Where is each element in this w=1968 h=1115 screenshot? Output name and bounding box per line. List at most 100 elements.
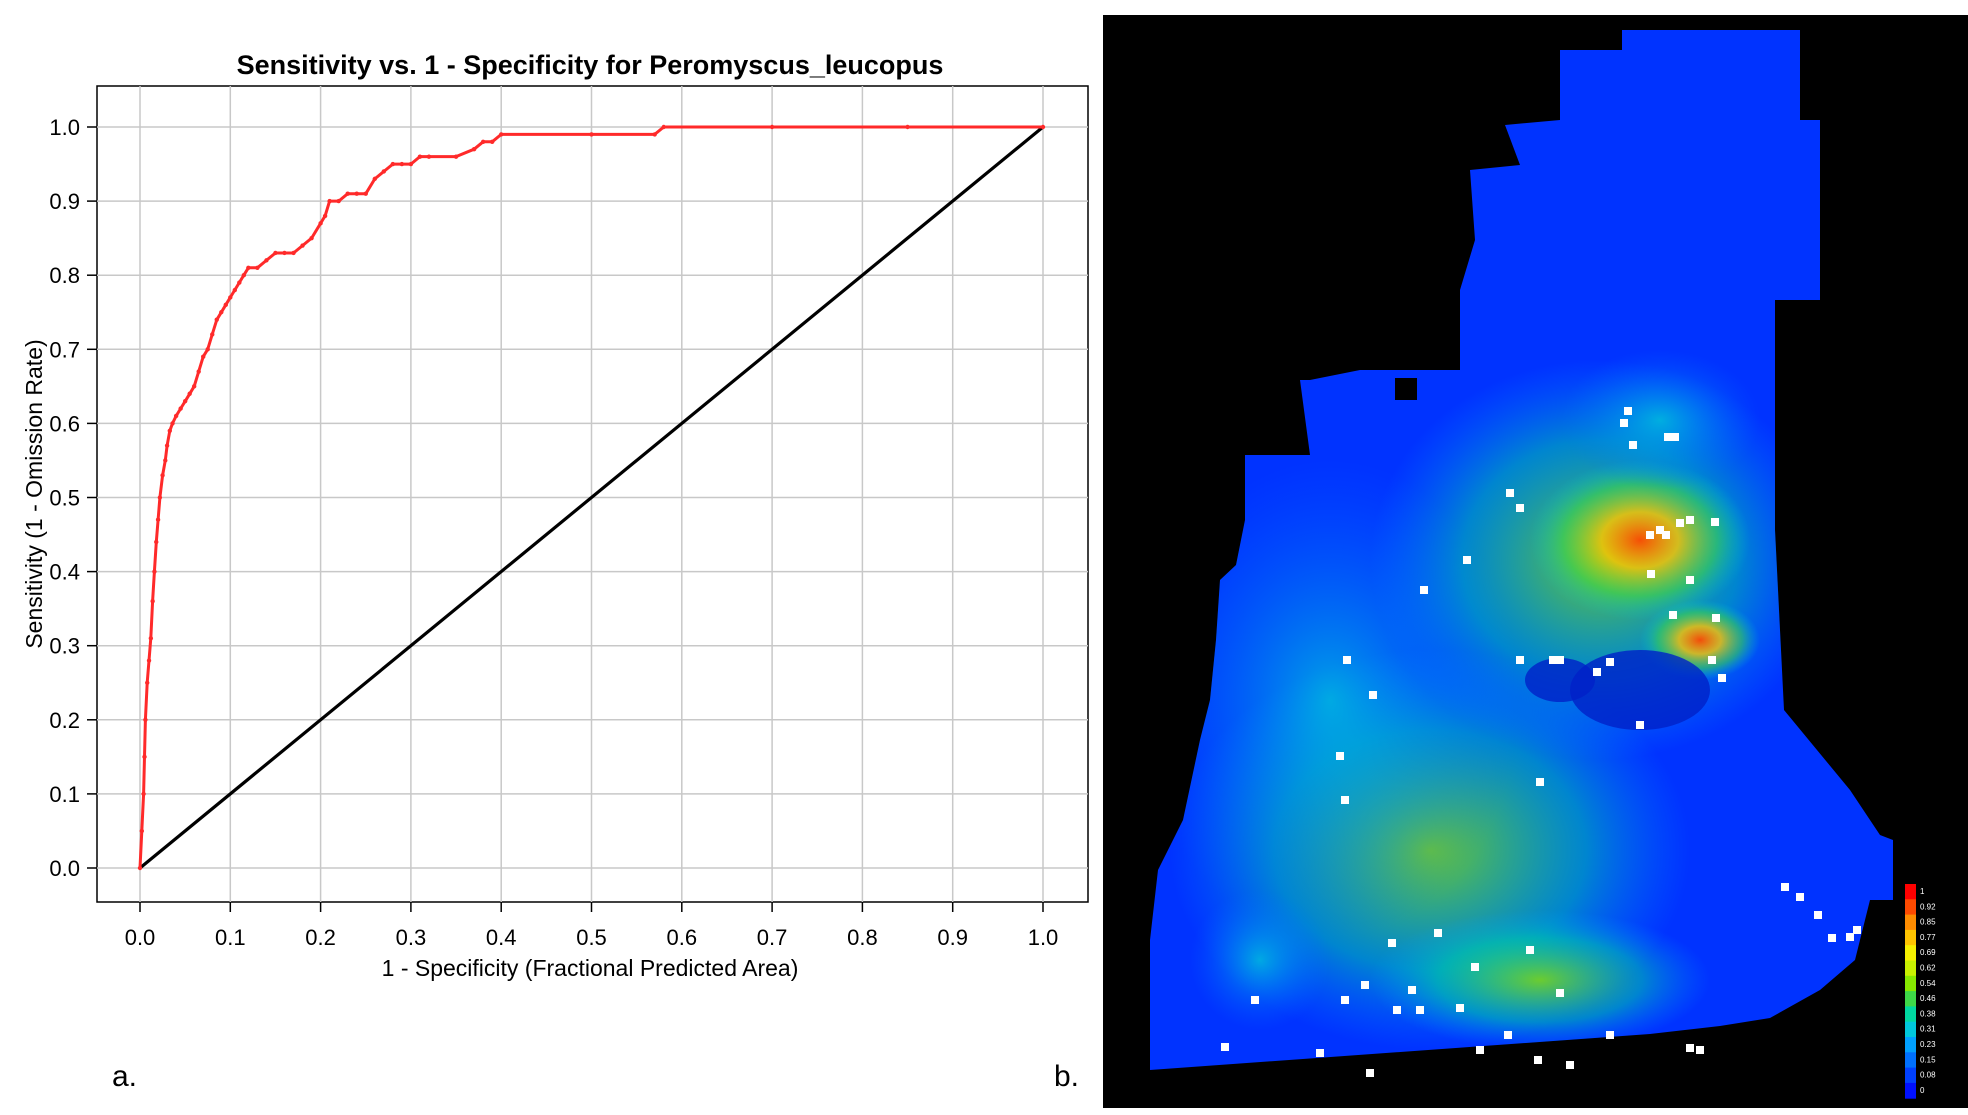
- presence-point: [1506, 489, 1514, 497]
- roc-curve-point: [309, 235, 314, 241]
- roc-curve-point: [291, 250, 296, 256]
- presence-point: [1796, 893, 1804, 901]
- presence-point: [1662, 531, 1670, 539]
- roc-curve-point: [1040, 124, 1046, 130]
- presence-point: [1420, 586, 1428, 594]
- roc-curve-point: [173, 413, 179, 419]
- roc-curve-point: [228, 295, 233, 300]
- presence-point: [1516, 656, 1524, 664]
- y-tick-label: 0.9: [49, 189, 80, 214]
- presence-point: [1686, 516, 1694, 524]
- presence-point: [1536, 778, 1544, 786]
- roc-curve-point: [399, 161, 405, 167]
- presence-point: [1624, 407, 1632, 415]
- presence-point: [1456, 1004, 1464, 1012]
- legend-swatch: [1905, 929, 1916, 946]
- suitability-surface: [1150, 350, 1830, 1050]
- roc-curve-point: [223, 302, 228, 308]
- legend-swatch: [1905, 1067, 1916, 1084]
- roc-curve-point: [661, 124, 666, 130]
- roc-curve-point: [152, 569, 157, 574]
- y-tick-label: 0.2: [49, 708, 80, 733]
- roc-curve-point: [196, 369, 201, 374]
- x-tick-label: 0.8: [847, 925, 878, 950]
- roc-curve-point: [589, 132, 594, 137]
- legend-swatch: [1905, 960, 1916, 977]
- roc-curve-point: [453, 154, 459, 159]
- legend-label: 0.23: [1920, 1040, 1936, 1049]
- legend-label: 0.54: [1920, 979, 1936, 988]
- presence-points: [1221, 407, 1861, 1077]
- legend-label: 0.08: [1920, 1071, 1936, 1080]
- legend-label: 0.46: [1920, 994, 1936, 1003]
- legend-swatch: [1905, 1052, 1916, 1069]
- roc-curve-point: [471, 147, 477, 152]
- y-tick-label: 0.1: [49, 782, 80, 807]
- presence-point: [1676, 519, 1684, 527]
- x-tick-label: 0.6: [667, 925, 698, 950]
- presence-point: [1712, 614, 1720, 622]
- presence-point: [1434, 929, 1442, 937]
- roc-curve-point: [232, 287, 238, 293]
- y-tick-label: 0.0: [49, 856, 80, 881]
- presence-point: [1606, 1031, 1614, 1039]
- legend-label: 0.85: [1920, 918, 1936, 927]
- legend-label: 0.15: [1920, 1055, 1936, 1064]
- legend-label: 0.69: [1920, 948, 1936, 957]
- x-axis-label: 1 - Specificity (Fractional Predicted Ar…: [382, 955, 799, 981]
- legend-label: 0.62: [1920, 964, 1936, 973]
- legend-swatch: [1905, 975, 1916, 992]
- presence-point: [1828, 934, 1836, 942]
- presence-point: [1636, 721, 1644, 729]
- roc-curve-point: [142, 754, 147, 760]
- legend-label: 0.77: [1920, 933, 1936, 942]
- legend-label: 0: [1920, 1086, 1925, 1095]
- prediction-map-panel: 1 0.92 0.85 0.77 0.69 0.62 0.54 0.46 0.38 0.31 0.2…: [1103, 15, 1968, 1108]
- presence-point: [1549, 656, 1557, 664]
- x-tick-label: 0.9: [937, 925, 968, 950]
- roc-curve-point: [282, 250, 287, 256]
- series-group: [137, 124, 1046, 871]
- legend-label: 0.31: [1920, 1025, 1936, 1034]
- roc-curve-point: [318, 221, 323, 226]
- legend-swatch: [1905, 1006, 1916, 1023]
- roc-curve-point: [155, 517, 161, 522]
- roc-curve-point: [264, 258, 269, 263]
- roc-curve-point: [246, 265, 251, 270]
- roc-curve-point: [137, 865, 143, 871]
- presence-point: [1361, 981, 1369, 989]
- presence-point: [1504, 1031, 1512, 1039]
- roc-curve-point: [408, 161, 414, 167]
- x-tick-labels: 0.0 0.1 0.2 0.3 0.4 0.5 0.6 0.7 0.8 0.9 1.0: [125, 925, 1059, 950]
- presence-point: [1316, 1049, 1324, 1057]
- presence-point: [1593, 668, 1601, 676]
- roc-curve-point: [146, 658, 152, 663]
- random-prediction-line: [138, 125, 1045, 870]
- presence-point: [1463, 556, 1471, 564]
- roc-curve-point: [150, 599, 155, 604]
- roc-curve-point: [652, 132, 657, 137]
- roc-curve-point: [163, 458, 168, 463]
- roc-curve-point: [182, 398, 188, 404]
- presence-point: [1556, 656, 1564, 664]
- presence-point: [1696, 1046, 1704, 1054]
- roc-curve-point: [210, 332, 215, 337]
- legend-swatch: [1905, 914, 1916, 931]
- roc-chart: Sensitivity vs. 1 - Specificity for Pero…: [21, 50, 1089, 981]
- x-tick-label: 0.5: [576, 925, 607, 950]
- presence-point: [1620, 419, 1628, 427]
- roc-curve-point: [499, 132, 504, 137]
- roc-curve-point: [160, 473, 165, 478]
- roc-curve-point: [219, 310, 224, 315]
- presence-point: [1369, 691, 1377, 699]
- presence-point: [1656, 526, 1664, 534]
- presence-point: [1686, 576, 1694, 584]
- presence-point: [1669, 611, 1677, 619]
- roc-curve-point: [322, 213, 328, 219]
- legend-label: 1: [1920, 887, 1925, 896]
- presence-point: [1388, 939, 1396, 947]
- roc-curve-point: [145, 680, 150, 685]
- presence-point: [1711, 518, 1719, 526]
- y-tick-label: 0.8: [49, 263, 80, 288]
- roc-curve-point: [187, 391, 192, 396]
